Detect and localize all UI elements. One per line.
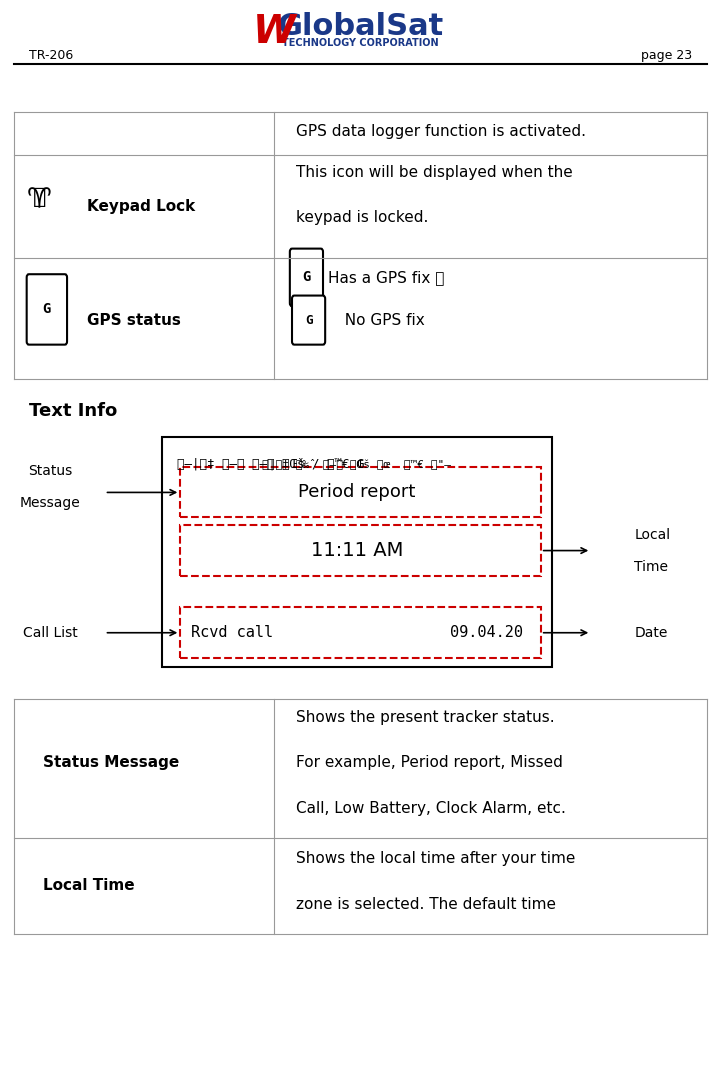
- Text: G: G: [302, 270, 311, 285]
- Text: Period report: Period report: [298, 483, 415, 501]
- FancyBboxPatch shape: [290, 249, 323, 306]
- Text: This icon will be displayed when the: This icon will be displayed when the: [296, 165, 572, 180]
- FancyBboxPatch shape: [292, 296, 325, 345]
- Text: Call, Low Battery, Clock Alarm, etc.: Call, Low Battery, Clock Alarm, etc.: [296, 801, 565, 816]
- Text: Date: Date: [634, 625, 668, 640]
- Text: G: G: [305, 314, 312, 327]
- Text: zone is selected. The default time: zone is selected. The default time: [296, 897, 556, 912]
- Text: Status: Status: [28, 464, 73, 478]
- Bar: [180, 607, 541, 658]
- Text: Shows the local time after your time: Shows the local time after your time: [296, 851, 575, 866]
- Text: Text Info: Text Info: [29, 402, 117, 419]
- FancyBboxPatch shape: [27, 274, 67, 345]
- Text: keypad is locked.: keypad is locked.: [296, 210, 428, 225]
- Text: โ–|โ‡ โ–ช โ–ช โŒš / โ™€ G: โ–|โ‡ โ–ช โ–ช โŒš / โ™€ G: [177, 458, 364, 471]
- Text: Keypad Lock: Keypad Lock: [87, 200, 195, 214]
- Text: Message: Message: [20, 496, 81, 510]
- Text: 🔑: 🔑: [33, 188, 46, 207]
- Text: Shows the present tracker status.: Shows the present tracker status.: [296, 710, 554, 724]
- Text: 09.04.20: 09.04.20: [450, 625, 523, 640]
- Text: Status Message: Status Message: [43, 755, 180, 770]
- Text: GPS data logger function is activated.: GPS data logger function is activated.: [296, 124, 585, 139]
- Text: W: W: [252, 13, 296, 51]
- Bar: [180, 525, 541, 576]
- Text: Has a GPS fix 、: Has a GPS fix 、: [328, 270, 444, 285]
- Text: โ|โ‡ โ‰ˆ โ–ช โŒš โœ  โ™€ ๐"–: โ|โ‡ โ‰ˆ โ–ช โŒš โœ โ™€ ๐"–: [262, 459, 451, 469]
- Bar: [180, 467, 541, 517]
- Text: Call List: Call List: [23, 625, 78, 640]
- Text: TR-206: TR-206: [29, 49, 73, 62]
- Text: Rcvd call: Rcvd call: [191, 625, 273, 640]
- Bar: [162, 437, 552, 667]
- Text: No GPS fix: No GPS fix: [335, 313, 425, 328]
- Text: page 23: page 23: [641, 49, 692, 62]
- Text: Time: Time: [634, 559, 668, 574]
- Text: TECHNOLOGY CORPORATION: TECHNOLOGY CORPORATION: [282, 37, 439, 48]
- Text: 11:11 AM: 11:11 AM: [311, 541, 403, 560]
- Text: GPS status: GPS status: [87, 313, 180, 328]
- Text: GlobalSat: GlobalSat: [278, 12, 443, 42]
- Text: G: G: [43, 302, 51, 317]
- Text: ♈: ♈: [27, 187, 52, 214]
- Text: Local Time: Local Time: [43, 878, 135, 893]
- Text: Local: Local: [634, 527, 671, 542]
- Text: For example, Period report, Missed: For example, Period report, Missed: [296, 755, 562, 770]
